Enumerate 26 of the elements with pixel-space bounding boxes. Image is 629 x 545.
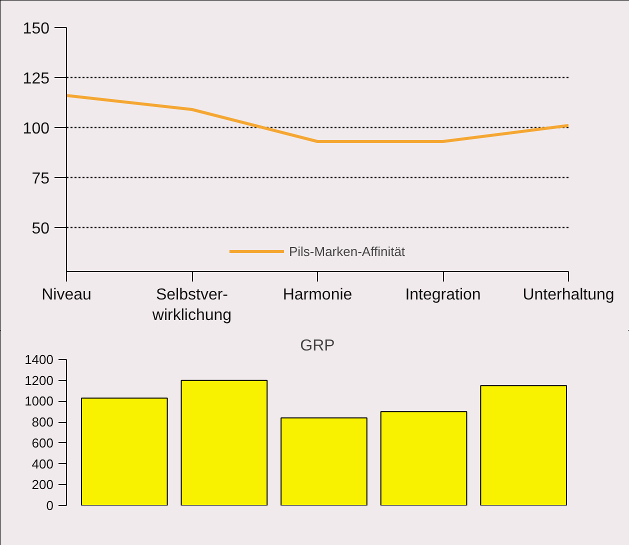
x-tick-label: Niveau: [42, 286, 92, 304]
line-series: [66, 94, 568, 143]
y-tick-label: 600: [32, 435, 54, 450]
y-tick-label: 200: [32, 477, 54, 492]
bar: [480, 385, 568, 506]
bar: [80, 398, 168, 506]
y-tick-label: 100: [22, 120, 50, 138]
x-tick-label: Integration: [405, 286, 481, 304]
y-tick-label: 125: [22, 70, 50, 88]
legend-label: Pils-Marken-Affinität: [288, 244, 406, 258]
y-tick-label: 150: [22, 20, 50, 38]
bar: [280, 417, 368, 506]
y-tick-label: 1000: [24, 394, 54, 409]
y-tick-label: 75: [32, 170, 50, 188]
chart-title: GRP: [300, 338, 335, 354]
bar: [180, 380, 268, 506]
y-tick-label: 400: [32, 456, 54, 472]
y-tick-label: 50: [32, 220, 50, 238]
x-tick-label: Harmonie: [282, 286, 352, 304]
y-tick-label: 1400: [24, 352, 54, 367]
x-tick-label: Unterhaltung: [522, 286, 614, 304]
y-tick-label: 0: [46, 498, 54, 513]
bar: [380, 411, 468, 506]
y-tick-label: 1200: [24, 372, 54, 388]
y-tick-label: 800: [32, 414, 54, 430]
x-tick-label: Selbstver- wirklichung: [151, 286, 232, 324]
